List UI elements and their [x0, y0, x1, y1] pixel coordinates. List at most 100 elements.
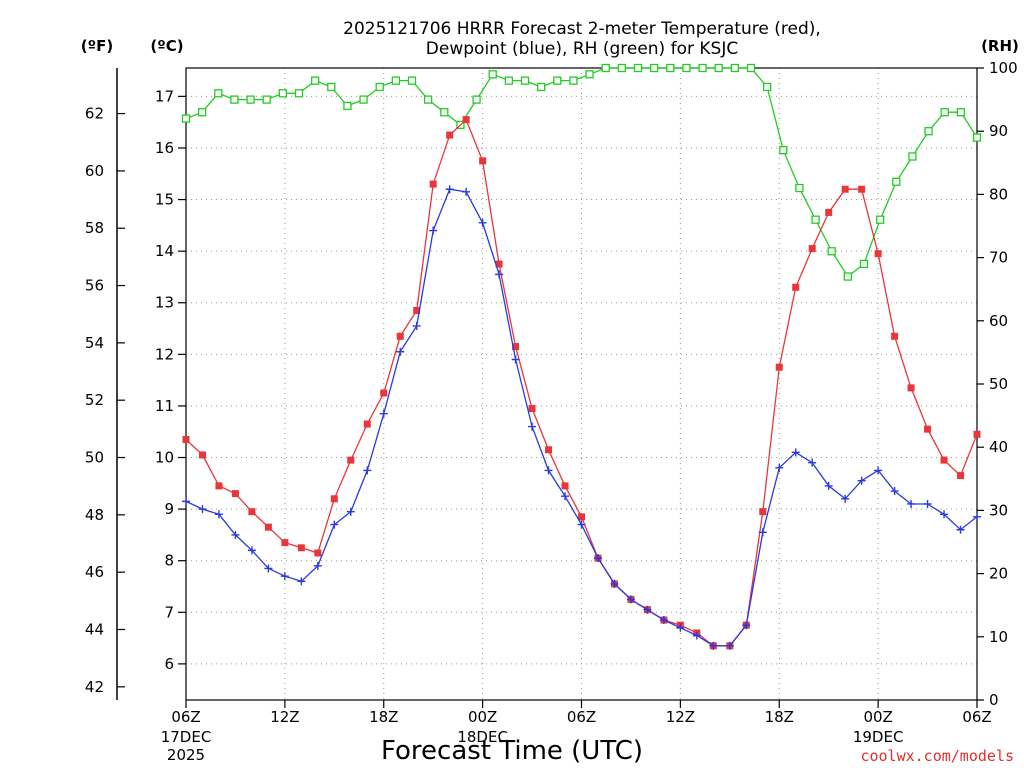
dewpoint-point — [462, 187, 471, 196]
dewpoint-point — [775, 463, 784, 472]
dewpoint-point — [247, 546, 256, 555]
rh-tick-label: 100 — [989, 59, 1018, 77]
rh-tick-label: 90 — [989, 122, 1008, 140]
dewpoint-point — [692, 631, 701, 640]
rh-point — [698, 63, 707, 73]
fahrenheit-tick-label: 52 — [85, 391, 104, 409]
rh-point — [391, 76, 401, 85]
rh-point — [811, 215, 820, 224]
celsius-tick-label: 17 — [155, 87, 174, 105]
dewpoint-point — [709, 641, 718, 650]
x-tick-year: 2025 — [167, 746, 205, 764]
rh-point — [536, 82, 546, 92]
temperature-point — [495, 260, 503, 268]
dewpoint-point — [478, 218, 487, 227]
rh-tick-label: 80 — [989, 185, 1008, 203]
temperature-point — [479, 157, 487, 165]
x-tick-label: 06Z — [962, 708, 991, 726]
rh-point — [472, 95, 481, 104]
rh-point — [423, 95, 433, 104]
rh-point — [230, 95, 239, 104]
x-tick-label: 18Z — [369, 708, 398, 726]
dewpoint-point — [198, 505, 207, 514]
celsius-tick-label: 15 — [155, 191, 174, 209]
fahrenheit-tick-label: 62 — [85, 105, 104, 123]
temperature-point — [347, 456, 355, 464]
dewpoint-series — [182, 185, 981, 650]
celsius-tick-label: 7 — [164, 603, 174, 621]
fahrenheit-tick-label: 46 — [85, 563, 104, 581]
fahrenheit-unit-label: (ºF) — [81, 37, 113, 55]
rh-point — [569, 76, 578, 85]
dewpoint-point — [874, 466, 883, 475]
temperature-point — [462, 116, 470, 124]
dewpoint-point — [511, 355, 520, 364]
dewpoint-point — [742, 621, 751, 630]
dewpoint-point — [330, 520, 339, 529]
temperature-point — [808, 245, 816, 253]
fahrenheit-tick-label: 56 — [85, 277, 104, 295]
rh-point — [908, 152, 917, 161]
dewpoint-point — [841, 494, 850, 503]
dewpoint-point — [593, 554, 602, 563]
temperature-point — [231, 490, 239, 498]
x-axis-title: Forecast Time (UTC) — [381, 736, 643, 766]
fahrenheit-tick-label: 58 — [85, 219, 104, 237]
dewpoint-point — [890, 487, 899, 496]
dewpoint-point — [182, 497, 190, 506]
dewpoint-point — [528, 422, 537, 431]
dewpoint-point — [758, 528, 767, 537]
celsius-tick-label: 8 — [164, 552, 174, 570]
rh-point — [779, 146, 788, 155]
temperature-point — [264, 523, 272, 531]
temperature-point — [874, 250, 882, 258]
rh-point — [488, 70, 497, 79]
celsius-tick-label: 13 — [155, 294, 174, 312]
x-tick-date: 17DEC — [161, 728, 212, 746]
dewpoint-point — [659, 616, 668, 625]
celsius-tick-label: 11 — [155, 397, 174, 415]
rh-series — [181, 63, 982, 281]
temperature-point — [940, 456, 948, 464]
rh-point — [246, 95, 255, 104]
chart-title-line-1: 2025121706 HRRR Forecast 2-meter Tempera… — [343, 19, 821, 39]
temperature-point — [561, 482, 569, 490]
dewpoint-point — [231, 530, 240, 539]
rh-point — [649, 63, 659, 73]
rh-point — [181, 114, 191, 123]
temperature-point — [396, 332, 404, 340]
x-tick-label: 06Z — [567, 708, 596, 726]
rh-point — [327, 82, 336, 92]
rh-point — [827, 247, 836, 256]
rh-point — [440, 108, 449, 117]
dewpoint-point — [396, 347, 405, 356]
dewpoint-point — [445, 185, 454, 194]
dewpoint-point — [973, 512, 981, 521]
rh-unit-label: (RH) — [981, 37, 1019, 55]
x-tick-label: 12Z — [270, 708, 299, 726]
rh-point — [875, 215, 885, 224]
dewpoint-point — [857, 476, 866, 485]
chart-title-line-2: Dewpoint (blue), RH (green) for KSJC — [426, 39, 738, 59]
temperature-point — [413, 306, 421, 314]
celsius-tick-label: 16 — [155, 139, 174, 157]
temperature-point — [198, 451, 206, 459]
rh-point — [940, 108, 949, 117]
temperature-point — [891, 332, 899, 340]
x-tick-label: 18Z — [765, 708, 794, 726]
rh-point — [843, 272, 853, 281]
temperature-point — [759, 508, 767, 516]
dewpoint-point — [429, 226, 438, 235]
fahrenheit-tick-label: 48 — [85, 506, 104, 524]
fahrenheit-tick-label: 60 — [85, 162, 104, 180]
celsius-tick-label: 9 — [164, 500, 174, 518]
dewpoint-point — [676, 623, 685, 632]
temperature-point — [363, 420, 371, 428]
x-tick-label: 00Z — [863, 708, 892, 726]
fahrenheit-tick-label: 50 — [85, 449, 104, 467]
temperature-point — [380, 389, 388, 397]
dewpoint-point — [824, 481, 833, 490]
x-tick-label: 00Z — [468, 708, 497, 726]
fahrenheit-tick-label: 44 — [85, 620, 104, 638]
temperature-point — [578, 513, 585, 521]
